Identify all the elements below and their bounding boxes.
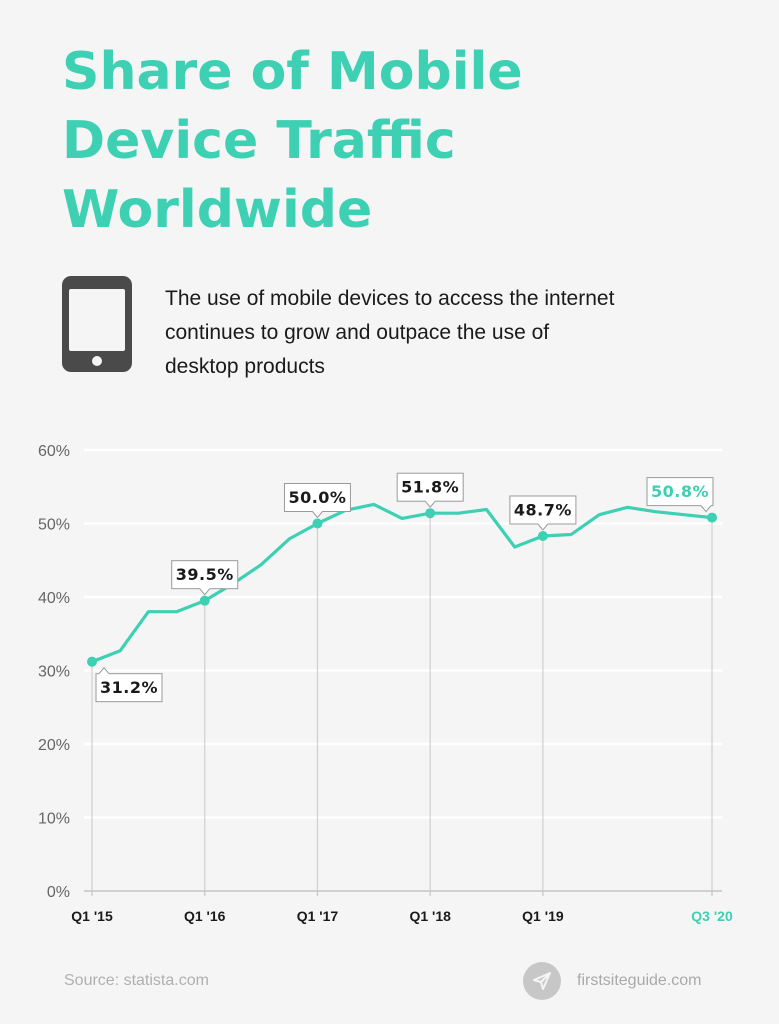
x-tick-label: Q1 '17 [297,908,339,924]
annotation-pointer [312,511,323,519]
data-label: 50.0% [288,488,346,507]
x-tick-label: Q1 '19 [522,908,564,924]
annotation-pointer [424,500,436,508]
series-line [90,502,714,664]
y-tick-label: 0% [47,884,70,901]
line-chart: 0% 10% 20% 30% 40% 50% 60% Q1 '15 Q1 '16 Q1 '17 Q1… [38,443,733,924]
annotation-pointer [537,523,549,531]
data-point [537,530,548,541]
annotation-box [646,477,714,507]
data-label: 51.8% [401,478,459,497]
brand-label[interactable]: firstsiteguide.com [577,972,702,989]
annotation-box [95,673,163,703]
title-line-1: Share of Mobile [62,42,523,102]
annotation-pointer [700,505,712,513]
paper-plane-icon [523,962,561,1000]
data-point [199,595,210,606]
source-label: Source: statista.com [64,972,209,989]
data-point [87,656,97,667]
data-label: 31.2% [100,678,158,697]
subtitle-line-1: The use of mobile devices to access the … [165,287,615,310]
x-tick-label: Q3 '20 [691,908,733,924]
x-tick-label: Q1 '16 [184,908,226,924]
subtitle: The use of mobile devices to access the … [165,282,745,384]
annotation-box [396,472,464,502]
x-tick-label: Q1 '15 [71,908,113,924]
annotation-pointer [199,588,211,596]
title-line-2: Device Traffic [62,111,456,171]
data-label: 50.8% [651,482,709,501]
y-tick-label: 30% [38,664,70,681]
brand[interactable]: firstsiteguide.com [523,962,702,1000]
subtitle-line-2: continues to grow and outpace the use of [165,321,550,344]
y-tick-label: 20% [38,737,70,754]
x-tick-label: Q1 '18 [409,908,451,924]
data-point [312,518,323,529]
mobile-phone-icon [62,276,132,372]
y-tick-label: 10% [38,811,70,828]
data-point [425,508,436,519]
title-line-3: Worldwide [62,180,373,240]
subtitle-line-3: desktop products [165,355,325,378]
data-label: 39.5% [176,565,234,584]
annotation-pointer [98,666,110,675]
y-tick-label: 60% [38,443,70,460]
annotation-box [283,483,351,512]
page-title: Share of Mobile Device Traffic Worldwide [62,38,722,245]
data-label: 48.7% [514,500,572,519]
annotation-box [171,560,239,590]
y-tick-label: 40% [38,590,70,607]
y-tick-label: 50% [38,517,70,534]
annotation-box [509,495,577,525]
data-point [707,512,717,523]
